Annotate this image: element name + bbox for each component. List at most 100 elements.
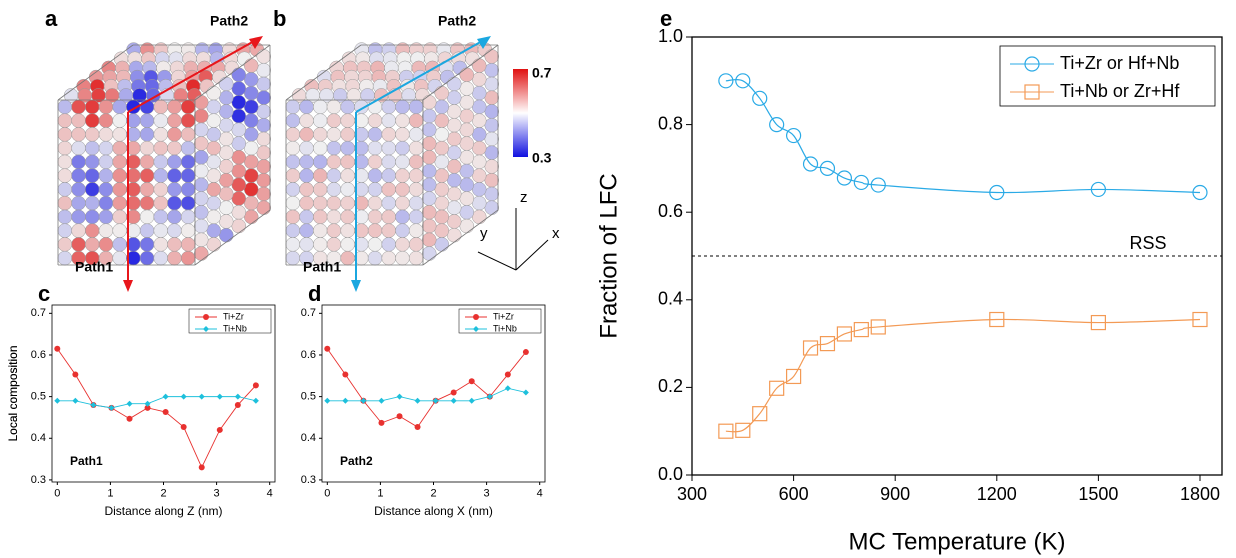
atom [167, 195, 182, 211]
legend-label: Ti+Nb [493, 323, 517, 333]
atom [85, 182, 100, 197]
atom [326, 209, 342, 225]
path-label: Path1 [303, 259, 341, 275]
atom [231, 81, 246, 96]
atom [299, 168, 314, 183]
atom [167, 237, 182, 252]
atom [256, 76, 271, 92]
atom [299, 154, 314, 170]
atom [434, 195, 449, 211]
atom [484, 62, 499, 78]
atom [326, 154, 342, 170]
atom [219, 227, 234, 243]
atom [112, 209, 127, 225]
atom [472, 182, 487, 197]
marker [432, 397, 439, 404]
atom [98, 237, 114, 252]
atom [367, 250, 383, 266]
cube-edge [194, 209, 271, 266]
atom [395, 209, 410, 225]
atom [98, 195, 114, 211]
atom [484, 172, 499, 188]
x-axis-label: Distance along Z (nm) [104, 504, 222, 518]
atom [285, 182, 301, 197]
y-tick-label: 0.2 [658, 376, 683, 396]
atom [206, 168, 221, 183]
atom [244, 85, 259, 101]
x-tick-label: 0 [54, 488, 60, 500]
arrow-head [351, 280, 361, 292]
path-arrow [355, 39, 485, 113]
atom [434, 99, 449, 115]
atom-cube [57, 36, 271, 292]
atom [180, 209, 196, 225]
y-tick-label: 0.7 [301, 307, 316, 319]
atom [167, 168, 182, 183]
atom [472, 72, 487, 87]
atom [395, 154, 410, 170]
x-tick-label: 3 [484, 488, 490, 500]
atom [381, 140, 396, 156]
atom [459, 108, 474, 124]
atom [231, 108, 246, 124]
atom [472, 85, 487, 101]
atom [71, 223, 86, 238]
atom [85, 223, 100, 238]
atom [408, 182, 424, 197]
atom [447, 227, 462, 243]
atom [472, 127, 487, 142]
atom [219, 117, 234, 133]
annotation: Path2 [340, 454, 373, 468]
atom [395, 223, 410, 238]
atom [395, 140, 410, 156]
marker [819, 336, 836, 352]
atom [472, 168, 487, 183]
atom [206, 209, 221, 225]
x-tick-label: 300 [677, 484, 707, 504]
atom [244, 99, 259, 115]
marker [90, 401, 97, 408]
marker [1090, 314, 1106, 331]
atom [422, 108, 437, 124]
atom [244, 72, 259, 87]
atom [299, 99, 314, 115]
atom [231, 150, 246, 165]
atom [367, 209, 383, 225]
marker [180, 424, 187, 431]
atom [472, 113, 487, 128]
y-tick-label: 0.5 [31, 391, 46, 403]
atom [326, 195, 342, 211]
marker [989, 311, 1005, 328]
atom [85, 168, 100, 183]
atom [285, 223, 301, 238]
atom [139, 250, 155, 266]
atom [285, 209, 301, 225]
x-tick-label: 1 [107, 488, 113, 500]
triad-axis [515, 239, 549, 271]
atom [139, 140, 155, 156]
atom [153, 154, 168, 170]
marker [769, 116, 785, 133]
atom [459, 95, 474, 110]
atom [153, 237, 168, 252]
marker [853, 174, 869, 191]
atom [231, 136, 246, 151]
atom [219, 200, 234, 215]
atom [85, 209, 100, 225]
atom [422, 95, 437, 110]
atom [434, 85, 449, 101]
atom [231, 122, 246, 138]
marker [198, 393, 205, 400]
atom [98, 223, 114, 238]
atom [167, 140, 182, 156]
atom [367, 168, 383, 183]
atom [180, 223, 196, 238]
triad-label: z [520, 189, 528, 206]
atom [139, 237, 155, 252]
atom [153, 113, 168, 128]
atom [206, 99, 221, 115]
atom [206, 127, 221, 142]
atom [180, 237, 196, 252]
atom [71, 209, 86, 225]
